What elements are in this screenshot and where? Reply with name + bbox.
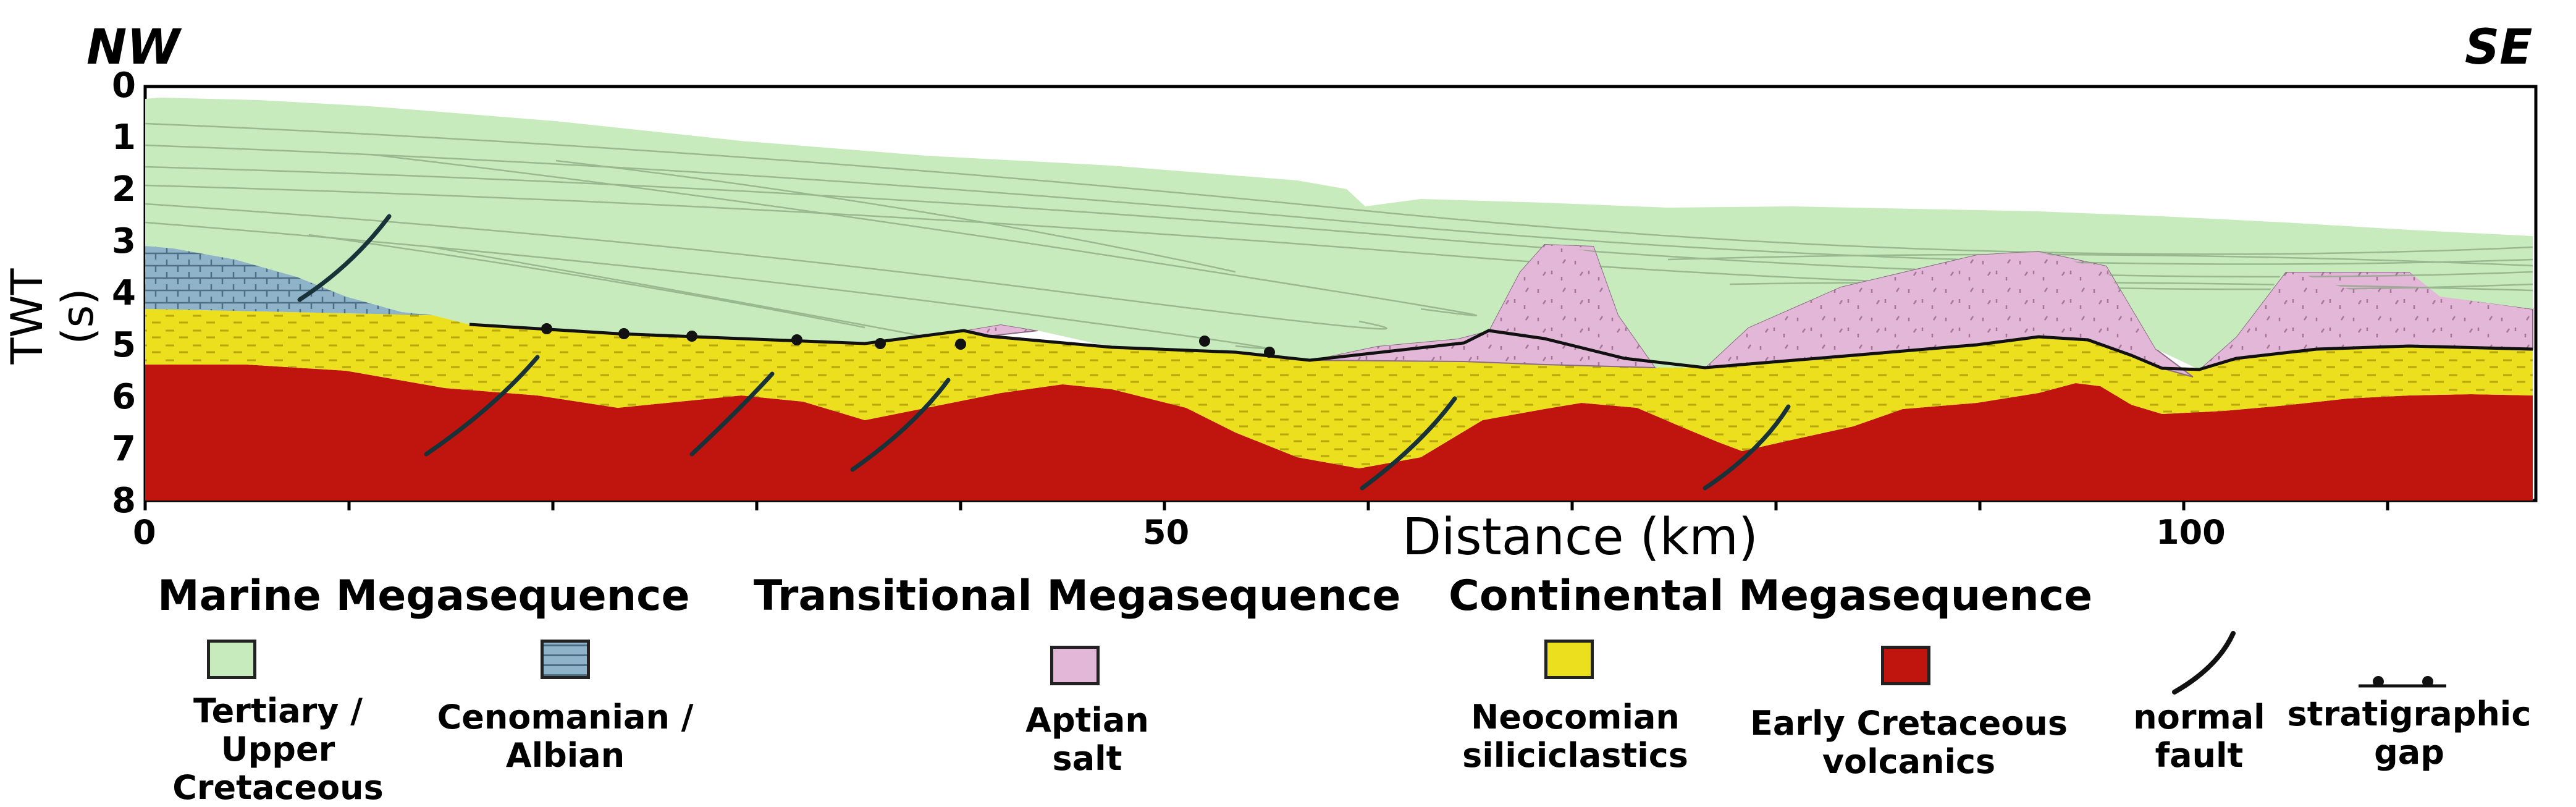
legend-text-gap: stratigraphic gap — [2287, 695, 2532, 772]
legend-swatch-volcanics — [1881, 646, 1930, 685]
y-tick: 7 — [112, 429, 136, 469]
marine-layer — [145, 98, 2533, 370]
y-tick: 2 — [112, 169, 136, 209]
legend-swatch-cenomanian — [541, 640, 590, 679]
legend-text-volcanics: Early Cretaceous volcanics — [1750, 704, 2068, 781]
y-tick: 0 — [112, 65, 136, 106]
legend-text-marine: Tertiary / Upper Cretaceous — [172, 691, 384, 807]
legend-symbols — [2172, 631, 2446, 695]
x-axis-label: Distance (km) — [1402, 508, 1758, 567]
y-tick: 6 — [112, 377, 136, 417]
y-tick: 3 — [112, 221, 136, 261]
legend-text-neocomian: Neocomian siliciclastics — [1462, 698, 1688, 775]
stratigraphic-gap-line — [469, 323, 2533, 371]
y-tick: 5 — [112, 325, 136, 365]
volcanics-layer — [145, 365, 2533, 501]
marine-reflectors — [145, 122, 2533, 350]
orientation-nw: NW — [86, 20, 180, 75]
legend-text-fault: normal fault — [2133, 698, 2265, 775]
legend-heading-transitional: Transitional Megasequence — [754, 572, 1401, 620]
salt-bodies — [963, 243, 2533, 378]
legend-swatch-marine — [207, 640, 256, 679]
y-tick: 1 — [112, 117, 136, 158]
orientation-se: SE — [2465, 20, 2533, 75]
legend-swatch-neocomian — [1544, 640, 1594, 679]
legend-swatch-salt — [1050, 646, 1100, 685]
legend-fault-symbol — [2172, 631, 2236, 695]
y-axis-label: TWT (s) — [2, 268, 103, 365]
normal-faults — [297, 214, 1791, 491]
y-tick: 8 — [112, 481, 136, 521]
x-tick: 50 — [1143, 513, 1190, 552]
x-axis-ticks — [143, 501, 2389, 510]
cenomanian-layer — [145, 246, 432, 315]
legend-gap-symbol — [2359, 676, 2446, 688]
legend-heading-marine: Marine Megasequence — [158, 572, 690, 620]
legend-heading-continental: Continental Megasequence — [1449, 572, 2093, 620]
legend-text-cenomanian: Cenomanian / Albian — [437, 698, 694, 775]
y-tick: 4 — [112, 273, 136, 313]
x-tick: 100 — [2156, 513, 2226, 552]
legend-text-salt: Aptian salt — [1025, 701, 1149, 778]
x-tick: 0 — [133, 513, 156, 552]
